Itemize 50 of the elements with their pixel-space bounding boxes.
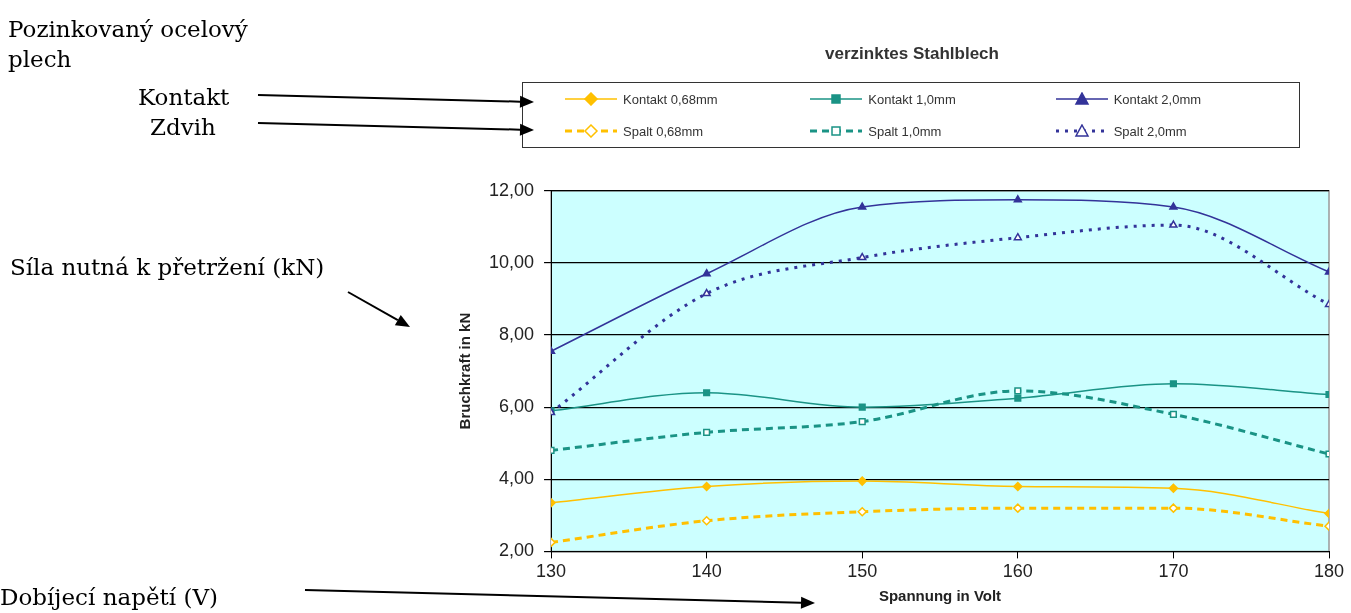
x-axis-title: Spannung in Volt bbox=[878, 587, 1002, 605]
point bbox=[1169, 202, 1178, 210]
x-tick-label: 140 bbox=[691, 561, 722, 582]
y-tick-label: 10,00 bbox=[489, 251, 535, 272]
point bbox=[703, 389, 711, 397]
legend-label: Kontakt 0,68mm bbox=[623, 91, 718, 107]
point bbox=[1013, 503, 1023, 513]
point bbox=[702, 288, 711, 297]
point bbox=[1013, 481, 1023, 492]
point bbox=[858, 418, 866, 426]
legend-label: Spalt 0,68mm bbox=[623, 123, 704, 139]
point bbox=[857, 476, 867, 486]
text: Zdvih bbox=[150, 113, 217, 142]
y-tick-label: 4,00 bbox=[499, 468, 535, 489]
point bbox=[858, 403, 866, 411]
x-tick-label: 180 bbox=[1313, 561, 1345, 582]
chart-title: verzinktes Stahlblech bbox=[824, 44, 1000, 64]
point bbox=[1168, 503, 1179, 513]
y-tick-label: 12,00 bbox=[489, 179, 535, 200]
point bbox=[858, 202, 867, 210]
legend-label: Spalt 2,0mm bbox=[1113, 123, 1187, 139]
text: Pozinkovaný ocelový plech bbox=[8, 15, 249, 74]
point bbox=[1013, 195, 1023, 203]
point bbox=[701, 516, 712, 526]
point bbox=[1014, 387, 1022, 395]
text: Síla nutná k přetržení (kN) bbox=[10, 253, 326, 282]
point bbox=[1169, 410, 1177, 418]
point bbox=[857, 506, 867, 517]
point bbox=[701, 481, 712, 492]
x-tick-label: 130 bbox=[536, 561, 567, 582]
y-tick-label: 8,00 bbox=[499, 324, 535, 345]
legend-label: Kontakt 2,0mm bbox=[1113, 91, 1202, 107]
text: Dobíjecí napětí (V) bbox=[0, 583, 219, 612]
y-tick-label: 6,00 bbox=[499, 396, 535, 417]
point bbox=[1168, 483, 1179, 494]
point bbox=[1013, 232, 1023, 241]
point bbox=[1169, 380, 1177, 388]
y-tick-label: 2,00 bbox=[499, 540, 535, 561]
point bbox=[858, 252, 867, 261]
point bbox=[1014, 394, 1022, 402]
x-tick-label: 170 bbox=[1158, 561, 1189, 582]
x-tick-label: 150 bbox=[847, 561, 878, 582]
point bbox=[1169, 220, 1178, 228]
text: Kontakt bbox=[138, 83, 231, 112]
x-tick-label: 160 bbox=[1002, 561, 1033, 582]
y-axis-title: Bruchkraft in kN bbox=[456, 312, 474, 430]
point bbox=[702, 268, 711, 277]
legend-label: Spalt 1,0mm bbox=[868, 123, 942, 139]
legend-label: Kontakt 1,0mm bbox=[868, 91, 956, 107]
point bbox=[703, 428, 711, 436]
